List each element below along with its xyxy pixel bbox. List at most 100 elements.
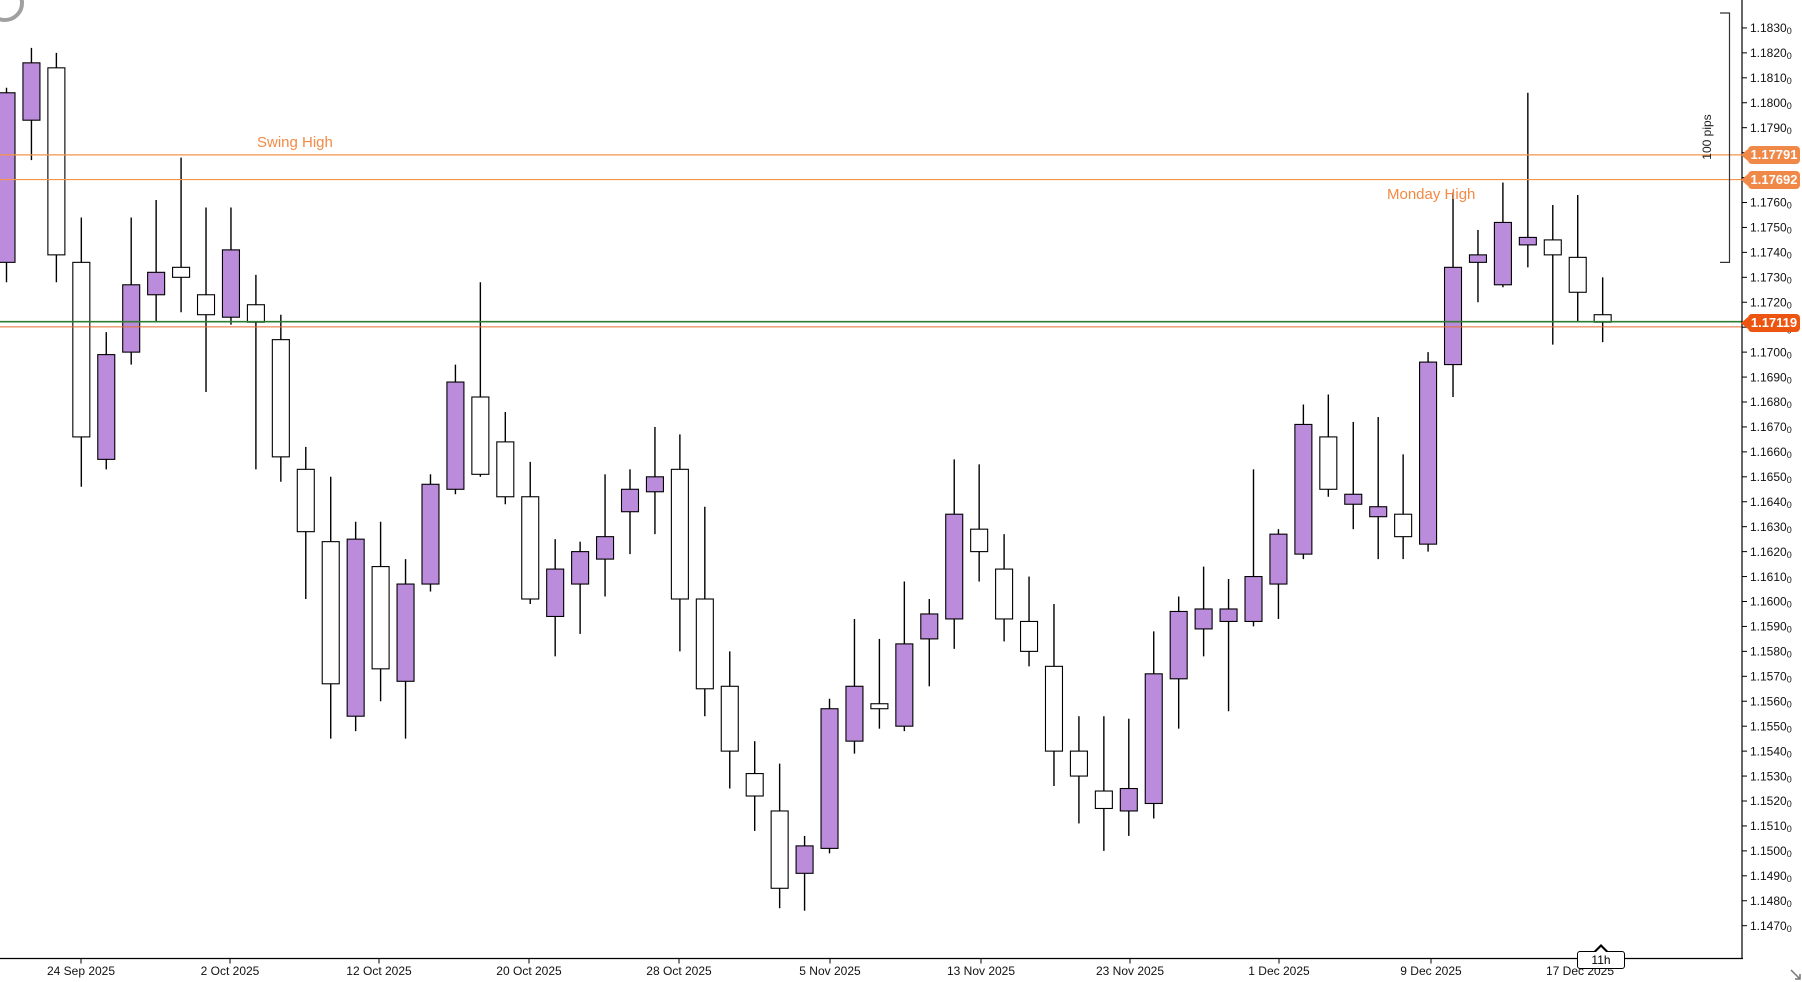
candle-body <box>172 266 191 278</box>
candle-body <box>596 536 615 560</box>
date-tick-label[interactable]: 5 Nov 2025 <box>799 964 861 978</box>
candle-body <box>770 810 789 889</box>
candle-body <box>1094 790 1113 810</box>
candle-body <box>845 685 864 742</box>
price-tick-label[interactable]: 1.14700 <box>1750 919 1792 934</box>
price-tick-label[interactable]: 1.15400 <box>1750 744 1792 759</box>
candle-body <box>695 598 714 690</box>
candle-body <box>371 566 390 670</box>
price-tick-label[interactable]: 1.15900 <box>1750 620 1792 635</box>
candle-body <box>571 551 590 585</box>
price-tick-label[interactable]: 1.14900 <box>1750 869 1792 884</box>
candle-body <box>296 468 315 533</box>
watermark-arc <box>0 0 24 22</box>
date-tick-label[interactable]: 9 Dec 2025 <box>1400 964 1462 978</box>
price-tick-label[interactable]: 1.15300 <box>1750 769 1792 784</box>
price-tick-label[interactable]: 1.16300 <box>1750 520 1792 535</box>
candle-body <box>720 685 739 752</box>
price-tick-label[interactable]: 1.18100 <box>1750 71 1792 86</box>
price-tag-current-price: 1.17119 <box>1741 314 1800 332</box>
price-tick-label[interactable]: 1.15500 <box>1750 719 1792 734</box>
candle-body <box>820 708 839 849</box>
price-tick-label[interactable]: 1.16600 <box>1750 445 1792 460</box>
candle-body <box>1493 221 1512 286</box>
price-tick-label[interactable]: 1.18200 <box>1750 46 1792 61</box>
candle-body <box>1019 620 1039 652</box>
candle-body <box>870 703 889 710</box>
candle-body <box>546 568 565 618</box>
candle-body <box>1518 236 1537 246</box>
candle-body <box>496 441 515 498</box>
monday-high-label[interactable]: Monday High <box>1387 186 1476 203</box>
price-tag-swing-high[interactable]: 1.17791 <box>1741 146 1800 164</box>
price-tick-label[interactable]: 1.15100 <box>1750 819 1792 834</box>
price-tick-label[interactable]: 1.17200 <box>1750 295 1792 310</box>
price-tick-label[interactable]: 1.17400 <box>1750 246 1792 261</box>
candle-body <box>471 396 490 475</box>
price-tick-label[interactable]: 1.16400 <box>1750 495 1792 510</box>
candle-body <box>1269 533 1288 585</box>
candle-body <box>196 294 216 316</box>
price-tick-label[interactable]: 1.17600 <box>1750 196 1792 211</box>
candle-body <box>97 354 116 460</box>
date-tick-label[interactable]: 28 Oct 2025 <box>646 964 712 978</box>
candle-body <box>670 468 689 600</box>
candle-body <box>22 62 41 121</box>
price-tick-label[interactable]: 1.15800 <box>1750 645 1792 660</box>
price-tick-label[interactable]: 1.14800 <box>1750 894 1792 909</box>
date-tick-label[interactable]: 12 Oct 2025 <box>346 964 412 978</box>
candle-body <box>0 92 16 263</box>
price-tick-label[interactable]: 1.15600 <box>1750 694 1792 709</box>
candle-body <box>1468 254 1488 263</box>
candle-body <box>271 339 290 458</box>
candle-body <box>1319 436 1338 490</box>
candle-body <box>221 249 241 318</box>
candle-body <box>1194 608 1213 630</box>
price-tick-label[interactable]: 1.17900 <box>1750 121 1792 136</box>
price-tick-label[interactable]: 1.16900 <box>1750 370 1792 385</box>
price-tick-label[interactable]: 1.18000 <box>1750 96 1792 111</box>
price-tick-label[interactable]: 1.15000 <box>1750 844 1792 859</box>
candle-body <box>745 773 764 797</box>
date-tick-label[interactable]: 23 Nov 2025 <box>1096 964 1164 978</box>
price-tick-label[interactable]: 1.16100 <box>1750 570 1792 585</box>
candle-body <box>1443 266 1463 366</box>
price-tick-label[interactable]: 1.16000 <box>1750 595 1792 610</box>
price-tick-label[interactable]: 1.15700 <box>1750 670 1792 685</box>
date-tick-label[interactable]: 24 Sep 2025 <box>47 964 115 978</box>
price-tick-label[interactable]: 1.17000 <box>1750 345 1792 360</box>
candle-body <box>396 583 415 682</box>
price-tick-label[interactable]: 1.15200 <box>1750 794 1792 809</box>
candle-countdown-bubble: 11h <box>1577 944 1625 969</box>
swing-high-label[interactable]: Swing High <box>257 134 333 151</box>
candle-body <box>1144 673 1163 805</box>
price-tick-label[interactable]: 1.16200 <box>1750 545 1792 560</box>
candle-body <box>147 271 166 296</box>
candle-body <box>1543 239 1562 256</box>
candle-body <box>1219 608 1238 622</box>
candle-body <box>446 381 465 490</box>
date-tick-label[interactable]: 20 Oct 2025 <box>496 964 562 978</box>
price-tag-monday-high[interactable]: 1.17692 <box>1741 171 1800 189</box>
candle-body <box>1294 423 1313 555</box>
candle-body <box>995 568 1014 620</box>
price-tick-label[interactable]: 1.16800 <box>1750 395 1792 410</box>
price-tick-label[interactable]: 1.16500 <box>1750 470 1792 485</box>
candle-body <box>321 541 340 685</box>
price-tick-label[interactable]: 1.17300 <box>1750 271 1792 286</box>
candle-body <box>1169 610 1188 680</box>
date-tick-label[interactable]: 13 Nov 2025 <box>947 964 1015 978</box>
corner-resize-mark <box>1790 969 1801 980</box>
price-tick-label[interactable]: 1.16700 <box>1750 420 1792 435</box>
date-tick-label[interactable]: 1 Dec 2025 <box>1248 964 1310 978</box>
candle-body <box>795 845 814 874</box>
candle-body <box>521 496 540 600</box>
price-tick-label[interactable]: 1.17500 <box>1750 221 1792 236</box>
date-tick-label[interactable]: 2 Oct 2025 <box>201 964 260 978</box>
candle-body <box>1044 665 1064 752</box>
price-tick-label[interactable]: 1.18300 <box>1750 21 1792 36</box>
candle-body <box>1244 576 1263 622</box>
candle-body <box>47 67 66 256</box>
